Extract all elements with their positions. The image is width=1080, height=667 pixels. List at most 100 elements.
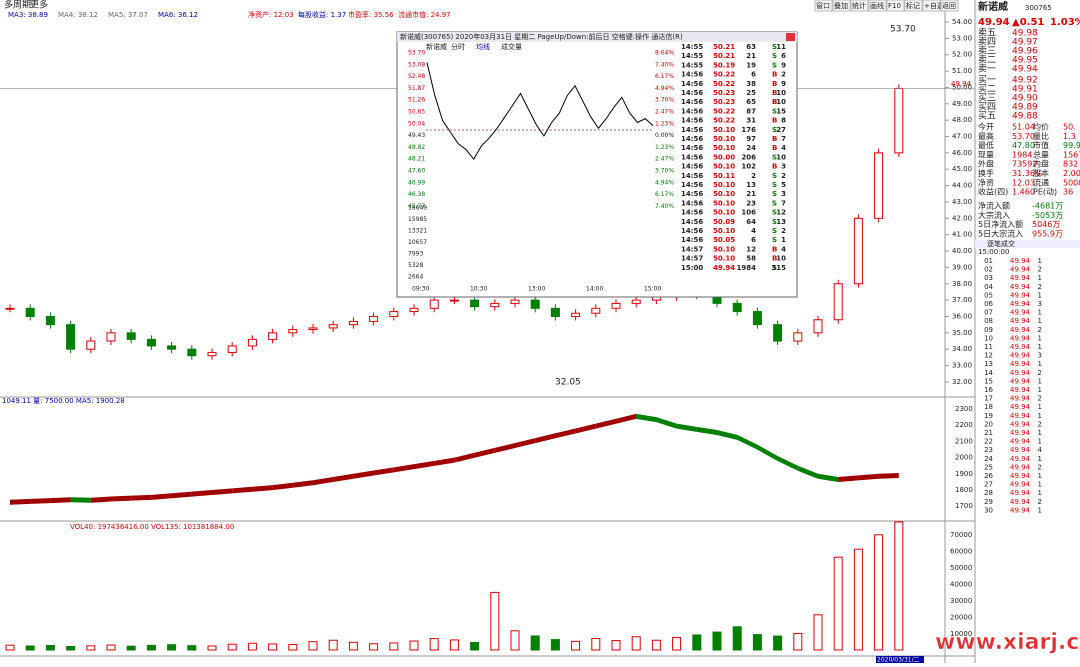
indicator-band	[878, 472, 899, 479]
trade-cell: B	[772, 80, 777, 88]
tick-cell: 3	[1038, 352, 1042, 360]
tick-cell: 49.94	[1010, 309, 1031, 317]
trade-cell: 3	[781, 190, 786, 198]
tick-cell: 22	[984, 438, 993, 446]
tick-cell: 26	[984, 472, 993, 480]
indicator-band	[191, 490, 212, 497]
trade-cell: 50.10	[713, 135, 735, 143]
price-axis-label: 38.00	[952, 280, 972, 288]
tick-cell: 49.94	[1010, 481, 1031, 489]
axis-label: 2000	[955, 454, 973, 462]
candle	[207, 351, 217, 357]
popup-vol-label: 18649	[408, 205, 427, 212]
trade-cell: 97	[746, 135, 756, 143]
candle	[268, 332, 278, 340]
toolbar-button[interactable]	[868, 0, 887, 12]
trade-cell: 14:55	[681, 52, 703, 60]
indicator-band	[696, 426, 717, 436]
toolbar-button[interactable]	[886, 0, 905, 12]
tick-cell: 2	[1038, 395, 1042, 403]
indicator: MA3: 38.89	[8, 11, 48, 19]
price-axis-label: 51.00	[952, 67, 972, 75]
toolbar-button[interactable]	[850, 0, 869, 12]
toolbar-button[interactable]	[904, 0, 923, 12]
toolbar-button[interactable]	[814, 0, 833, 12]
tick-cell: 1	[1038, 274, 1042, 282]
tick-cell: 49.94	[1010, 266, 1031, 274]
candle	[470, 299, 480, 308]
flow-value: -4681万	[1032, 202, 1063, 211]
ask-price: 49.95	[1012, 56, 1038, 66]
candle	[429, 299, 439, 309]
tick-cell: 49.94	[1010, 300, 1031, 308]
price-axis-label: 35.00	[952, 329, 972, 337]
intraday-line	[426, 62, 654, 161]
trade-cell: 14:56	[681, 218, 703, 226]
toolbar-button[interactable]	[940, 0, 959, 12]
volume-bar	[752, 634, 762, 651]
indicator-band	[373, 467, 394, 476]
trade-cell: S	[772, 199, 777, 207]
popup-time-label: 15:00	[644, 286, 661, 293]
tick-cell: 2	[1038, 463, 1042, 471]
trade-cell: 50.10	[713, 181, 735, 189]
stock-name: 新诺威	[978, 0, 1008, 13]
tick-cell: 16	[984, 386, 993, 394]
popup-price-label: 45.77	[408, 203, 425, 210]
stat: 市值	[1033, 140, 1049, 150]
price-axis-label: 54.00	[952, 18, 972, 26]
trade-cell: 50.22	[713, 117, 735, 125]
tick-cell: 1	[1038, 481, 1042, 489]
price-axis-label: 44.00	[952, 182, 972, 190]
popup-price-label: 46.99	[408, 179, 425, 186]
indicator-band	[111, 495, 132, 502]
popup-price-label: 51.87	[408, 85, 425, 92]
bid-price: 49.89	[1012, 103, 1038, 113]
toolbar-button[interactable]	[832, 0, 851, 12]
trade-cell: 50.05	[713, 236, 735, 244]
ticks-title: 逐笔成交	[987, 239, 1015, 248]
tick-cell: 19	[984, 412, 993, 420]
indicator-band	[393, 464, 414, 473]
title: 多周期	[4, 0, 31, 11]
trade-cell: S	[772, 107, 777, 115]
indicator-band	[212, 488, 233, 495]
indicator-band	[676, 423, 697, 432]
bid-label: 买五	[978, 111, 996, 122]
tick-cell: 49.94	[1010, 472, 1031, 480]
close-button[interactable]	[786, 33, 795, 41]
trade-cell: 50.10	[713, 190, 735, 198]
toolbar-button[interactable]	[922, 0, 941, 12]
flow-value: 955.9万	[1032, 229, 1063, 238]
trade-cell: 10	[776, 153, 786, 161]
tick-cell: 06	[984, 300, 993, 308]
candle	[328, 324, 338, 329]
volume-bar	[227, 643, 237, 651]
trade-cell: 11	[776, 43, 786, 51]
bid-label: 买三	[978, 93, 996, 104]
tick-cell: 1	[1038, 403, 1042, 411]
popup-tab: 成交量	[501, 42, 522, 51]
last-price-label: 49.94	[951, 80, 972, 88]
volume-bar	[874, 534, 884, 651]
indicator-band	[636, 413, 657, 423]
trade-cell: 5	[781, 181, 786, 189]
tick-cell: 2	[1038, 326, 1042, 334]
tick-cell: 49.94	[1010, 317, 1031, 325]
stat: 36	[1063, 188, 1073, 197]
tick-cell: 49.94	[1010, 489, 1031, 497]
volume-bar	[894, 521, 904, 651]
tick-cell: 20	[984, 420, 993, 428]
ticks-time: 15:00:00	[978, 248, 1009, 256]
tick-cell: 10	[984, 334, 993, 342]
trade-cell: 14:56	[681, 80, 703, 88]
candle	[45, 315, 55, 326]
axis-label: 40000	[950, 581, 972, 589]
tick-cell: 1	[1038, 455, 1042, 463]
trade-cell: 27	[776, 126, 786, 134]
stat: 5000	[1063, 178, 1080, 187]
candle	[126, 332, 136, 340]
axis-label: 1900	[955, 470, 973, 478]
indicator: MA6: 36.12	[158, 11, 198, 19]
